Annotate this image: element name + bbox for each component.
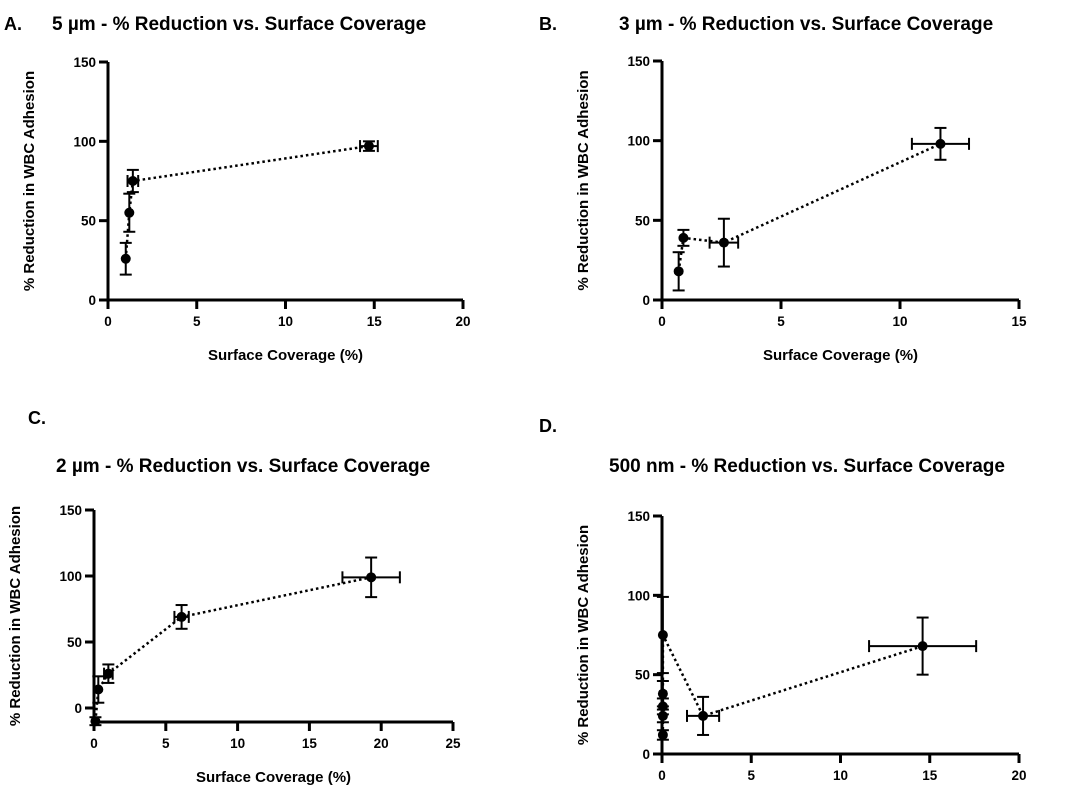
- panel-letter: C.: [28, 408, 46, 428]
- x-tick-label: 20: [1011, 768, 1026, 783]
- x-tick-label: 10: [892, 314, 907, 329]
- data-point: [657, 688, 668, 699]
- data-point: [673, 266, 684, 277]
- panel-letter: A.: [4, 14, 22, 34]
- x-tick-label: 15: [302, 736, 318, 751]
- data-point: [124, 207, 135, 218]
- y-tick-label: 150: [59, 503, 82, 518]
- y-tick-label: 150: [627, 509, 650, 524]
- x-tick-label: 0: [658, 768, 666, 783]
- x-tick-label: 5: [747, 768, 755, 783]
- data-point: [366, 572, 377, 583]
- y-tick-label: 100: [59, 569, 82, 584]
- data-point: [127, 176, 138, 186]
- chart-title: 500 nm - % Reduction vs. Surface Coverag…: [609, 456, 1005, 477]
- y-tick-label: 50: [635, 668, 650, 683]
- y-tick-label: 150: [73, 55, 96, 70]
- panel-letter: B.: [539, 14, 557, 34]
- chart-title: 5 µm - % Reduction vs. Surface Coverage: [52, 14, 426, 35]
- y-tick-label: 50: [81, 214, 96, 229]
- y-axis-label: % Reduction in WBC Adhesion: [7, 506, 24, 726]
- data-point: [90, 716, 101, 727]
- y-axis-label: % Reduction in WBC Adhesion: [575, 525, 592, 745]
- x-tick-label: 25: [445, 736, 461, 751]
- panel-b: B. 3 µm - % Reduction vs. Surface Coverag…: [539, 0, 1077, 394]
- data-point: [698, 710, 709, 721]
- data-point: [718, 237, 729, 248]
- data-point: [120, 253, 131, 264]
- data-point: [93, 684, 104, 695]
- series-connector-line: [677, 142, 941, 272]
- data-point: [103, 668, 114, 679]
- y-tick-label: 0: [642, 747, 650, 762]
- y-tick-label: 50: [635, 213, 650, 228]
- chart-svg: C. 2 µm - % Reduction vs. Surface Coverag…: [7, 408, 461, 786]
- x-axis-label: Surface Coverage (%): [763, 347, 918, 364]
- panel-letter: D.: [539, 416, 557, 436]
- x-tick-label: 15: [922, 768, 938, 783]
- chart-title: 2 µm - % Reduction vs. Surface Coverage: [56, 456, 430, 477]
- x-axis-label: Surface Coverage (%): [208, 347, 363, 364]
- data-point: [917, 641, 928, 652]
- x-tick-label: 0: [104, 314, 112, 329]
- x-tick-label: 5: [193, 314, 201, 329]
- x-tick-label: 0: [658, 314, 666, 329]
- y-tick-label: 100: [73, 134, 96, 149]
- chart-svg: D. 500 nm - % Reduction vs. Surface Cover…: [539, 416, 1027, 783]
- y-tick-label: 0: [642, 293, 650, 308]
- y-tick-label: 50: [67, 635, 82, 650]
- y-tick-label: 0: [74, 701, 82, 716]
- panel-a: A. 5 µm - % Reduction vs. Surface Coverag…: [0, 0, 538, 394]
- x-axis-label: Surface Coverage (%): [196, 769, 351, 786]
- data-point: [657, 630, 668, 640]
- y-tick-label: 0: [88, 293, 96, 308]
- data-point: [678, 232, 689, 243]
- panel-d: D. 500 nm - % Reduction vs. Surface Cover…: [539, 394, 1077, 788]
- y-tick-label: 100: [627, 588, 650, 603]
- x-tick-label: 10: [230, 736, 245, 751]
- data-point: [935, 138, 946, 149]
- x-tick-label: 0: [90, 736, 98, 751]
- series-connector-line: [124, 144, 370, 259]
- x-tick-label: 20: [455, 314, 470, 329]
- x-tick-label: 10: [278, 314, 293, 329]
- data-point: [363, 141, 374, 152]
- y-tick-label: 100: [627, 134, 650, 149]
- x-tick-label: 20: [374, 736, 389, 751]
- data-point: [657, 729, 668, 740]
- panel-c: C. 2 µm - % Reduction vs. Surface Coverag…: [0, 394, 538, 788]
- x-tick-label: 5: [162, 736, 170, 751]
- data-point: [176, 611, 187, 622]
- x-tick-label: 5: [777, 314, 785, 329]
- y-tick-label: 150: [627, 54, 650, 69]
- chart-title: 3 µm - % Reduction vs. Surface Coverage: [619, 14, 993, 35]
- y-axis-label: % Reduction in WBC Adhesion: [575, 70, 592, 290]
- chart-svg: B. 3 µm - % Reduction vs. Surface Coverag…: [539, 14, 1027, 364]
- x-tick-label: 15: [367, 314, 383, 329]
- chart-svg: A. 5 µm - % Reduction vs. Surface Coverag…: [4, 14, 471, 364]
- x-tick-label: 15: [1011, 314, 1027, 329]
- x-tick-label: 10: [833, 768, 848, 783]
- y-axis-label: % Reduction in WBC Adhesion: [21, 71, 38, 291]
- series-connector-line: [94, 576, 372, 722]
